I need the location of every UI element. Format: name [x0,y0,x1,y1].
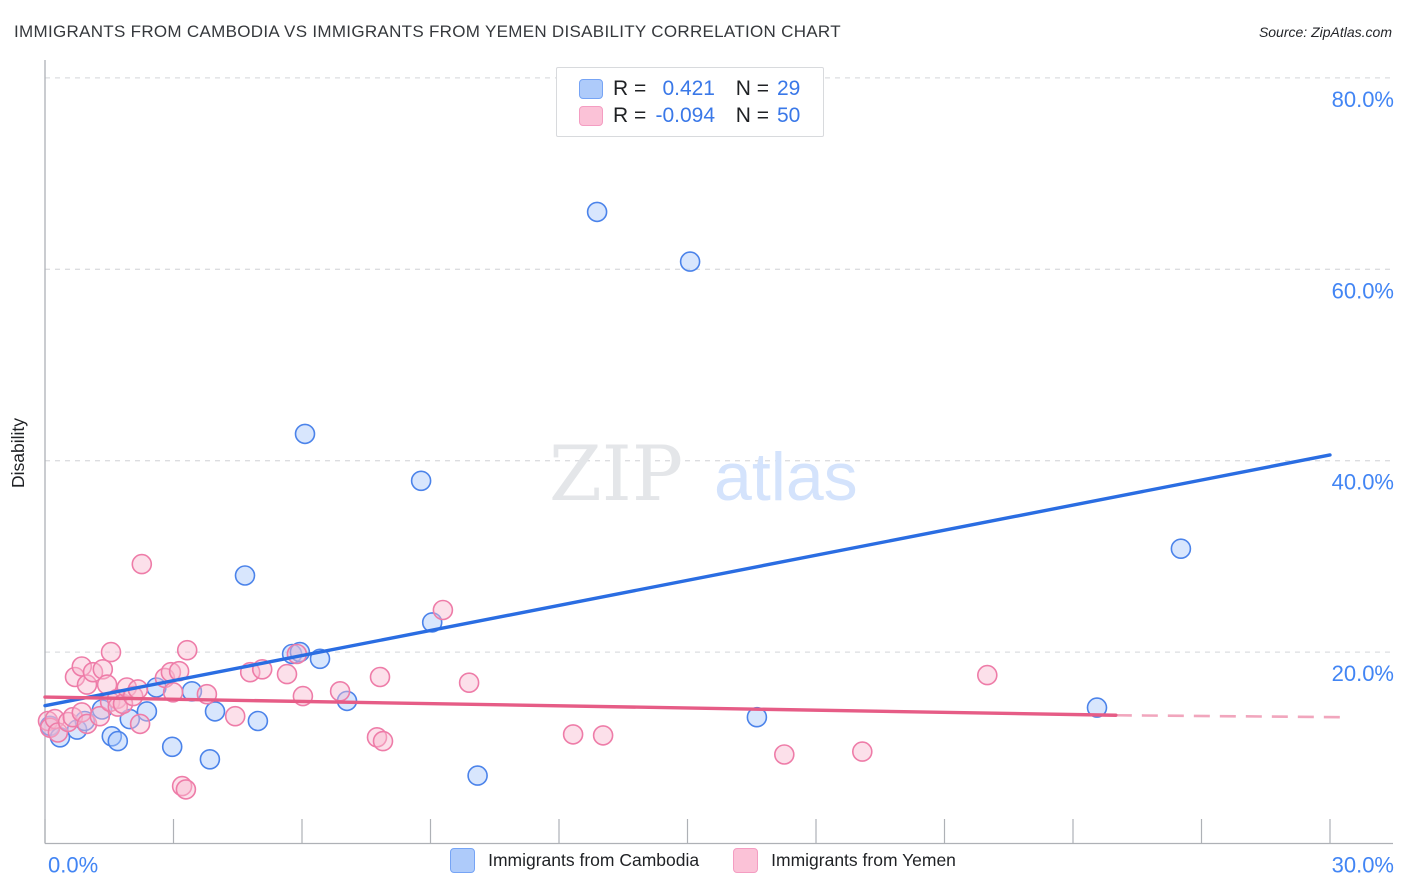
series-immigrants-from-yemen [37,553,998,800]
scatter-point[interactable] [410,470,432,492]
scatter-points-group [37,201,1192,800]
scatter-point[interactable] [204,701,226,722]
x-tick-label: 0.0% [48,853,98,878]
scatter-point[interactable] [171,775,193,797]
axis-labels-group: 80.0% 60.0% 40.0% 20.0% 0.0% 30.0% [48,87,1394,878]
yemen-swatch-icon [733,848,759,873]
scatter-point[interactable] [976,664,998,686]
legend-row-yemen: R = -0.094 N = 50 [579,102,813,129]
r-value-yemen: -0.094 [655,103,715,127]
axes-group [44,60,1393,845]
trend-line [43,695,1118,717]
legend-label-yemen: Immigrants from Yemen [771,850,956,870]
scatter-point[interactable] [100,641,122,663]
scatter-point[interactable] [89,705,111,727]
scatter-point[interactable] [176,639,198,661]
scatter-point[interactable] [1086,697,1108,718]
scatter-point[interactable] [162,681,184,703]
scatter-point[interactable] [234,565,256,586]
scatter-point[interactable] [366,726,388,748]
scatter-point[interactable] [432,599,454,621]
scatter-point[interactable] [131,553,153,575]
n-label: N = [735,76,769,100]
scatter-point[interactable] [76,713,98,735]
scatter-point[interactable] [586,201,608,223]
n-value-cambodia: 29 [777,76,801,100]
scatter-point[interactable] [369,666,391,688]
cambodia-swatch-icon [450,848,476,873]
scatter-point[interactable] [175,779,197,800]
legend-row-cambodia: R = 0.421 N = 29 [579,75,813,102]
x-tick-label: 30.0% [1332,853,1394,878]
n-value-yemen: 50 [777,103,801,127]
scatter-point[interactable] [562,724,584,745]
legend-label-cambodia: Immigrants from Cambodia [488,850,700,870]
scatter-point[interactable] [136,701,158,722]
trend-line-dashed-extension [1115,713,1343,719]
legend-item-yemen[interactable]: Immigrants from Yemen [733,848,956,873]
page-title: IMMIGRANTS FROM CAMBODIA VS IMMIGRANTS F… [14,22,841,41]
watermark-zip: ZIP [549,429,683,518]
scatter-point[interactable] [372,730,394,752]
scatter-point[interactable] [679,251,701,272]
scatter-point[interactable] [224,705,246,727]
trend-lines-group [43,453,1343,719]
r-label: R = [613,103,647,127]
scatter-point[interactable] [76,674,98,695]
scatter-point[interactable] [92,658,114,680]
scatter-point[interactable] [107,730,129,752]
scatter-point[interactable] [276,663,298,685]
scatter-point[interactable] [329,680,351,702]
scatter-point[interactable] [199,748,221,770]
series-immigrants-from-cambodia [39,201,1192,786]
y-tick-label: 80.0% [1332,87,1394,112]
scatter-point[interactable] [161,736,183,758]
scatter-point[interactable] [467,765,488,786]
yemen-swatch-icon [579,105,603,126]
n-label: N = [735,103,769,127]
series-legend: Immigrants from Cambodia Immigrants from… [0,848,1406,873]
scatter-point[interactable] [1170,538,1192,560]
y-tick-label: 40.0% [1332,470,1394,495]
trend-line [43,453,1332,708]
scatter-point[interactable] [592,725,614,746]
legend-item-cambodia[interactable]: Immigrants from Cambodia [450,848,699,873]
scatter-point[interactable] [458,672,480,694]
scatter-point[interactable] [129,713,151,735]
r-value-cambodia: 0.421 [662,76,715,100]
r-label: R = [613,76,647,100]
source-credit: Source: ZipAtlas.com [1258,24,1392,40]
scatter-point[interactable] [851,741,873,762]
cambodia-swatch-icon [579,78,603,99]
scatter-point[interactable] [247,710,269,732]
watermark-atlas: atlas [714,439,858,515]
scatter-point[interactable] [294,423,316,445]
y-tick-label: 20.0% [1332,661,1394,686]
correlation-legend-box: R = 0.421 N = 29 R = -0.094 N = 50 [556,67,824,137]
y-tick-label: 60.0% [1332,278,1394,303]
y-axis-title: Disability [8,418,28,488]
scatter-point[interactable] [773,744,795,765]
